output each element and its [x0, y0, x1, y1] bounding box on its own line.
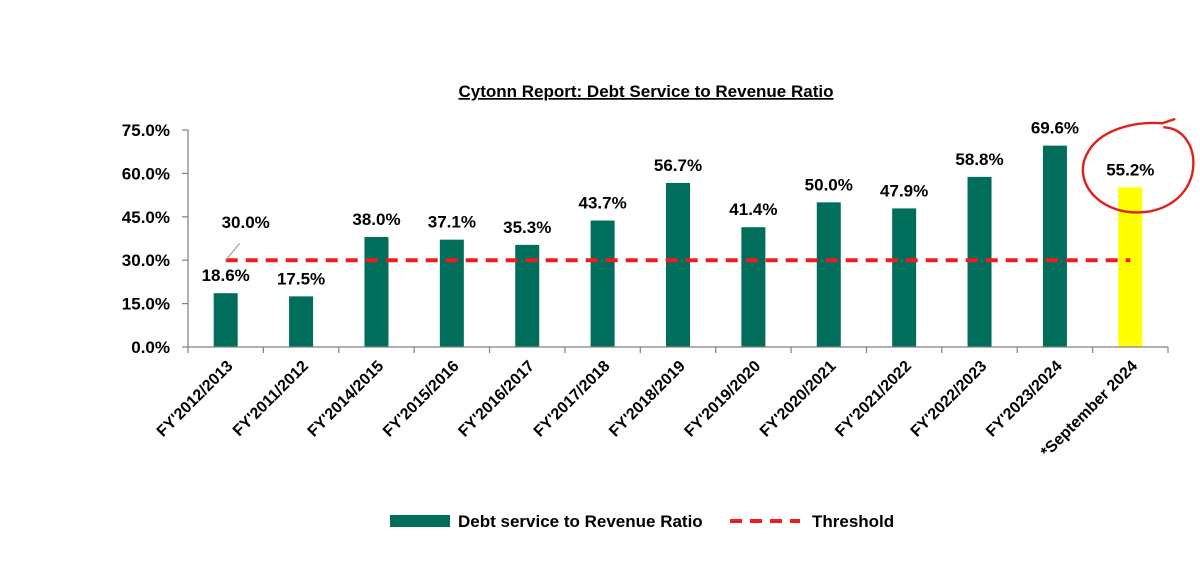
x-tick-label: FY'2023/2024	[983, 358, 1066, 441]
bar	[892, 208, 917, 347]
highlight-annotation	[1081, 118, 1195, 214]
threshold-line-group: 30.0%	[222, 213, 1131, 263]
x-tick-label: FY'2012/2013	[154, 358, 237, 441]
x-tick-label: FY'2011/2012	[230, 358, 312, 440]
bar	[741, 227, 766, 347]
legend-label-threshold: Threshold	[812, 512, 894, 531]
y-tick-label: 30.0%	[122, 251, 170, 270]
y-axis: 0.0% 15.0% 30.0% 45.0% 60.0% 75.0%	[122, 121, 189, 357]
bar	[590, 220, 615, 347]
bar-data-label: 17.5%	[277, 269, 325, 288]
legend: Debt service to Revenue Ratio Threshold	[390, 512, 894, 531]
x-tick-label: FY'2018/2019	[606, 358, 689, 441]
bar	[439, 239, 464, 347]
y-tick-label: 60.0%	[122, 164, 170, 183]
annotation-circle	[1081, 118, 1195, 214]
chart-title: Cytonn Report: Debt Service to Revenue R…	[458, 82, 833, 101]
data-labels: 18.6% 17.5% 38.0% 37.1% 35.3% 43.7% 56.7% 41.4%…	[202, 119, 1155, 289]
bar-data-label: 55.2%	[1106, 160, 1154, 179]
bar-data-label: 56.7%	[654, 156, 702, 175]
y-tick-label: 45.0%	[122, 208, 170, 227]
bar-data-label: 38.0%	[352, 210, 400, 229]
x-tick-label: FY'2022/2023	[908, 358, 991, 441]
bar-data-label: 35.3%	[503, 218, 551, 237]
x-tick-label: FY'2017/2018	[531, 358, 614, 441]
bars	[213, 145, 1143, 347]
y-tick-label: 15.0%	[122, 295, 170, 314]
x-tick-label: FY'2021/2022	[832, 358, 915, 441]
x-tick-label: FY'2016/2017	[455, 358, 538, 441]
bar	[364, 237, 389, 347]
bar-data-label: 47.9%	[880, 181, 928, 200]
x-axis: FY'2012/2013FY'2011/2012FY'2014/2015FY'2…	[154, 346, 1169, 461]
bar	[1118, 187, 1143, 347]
bar	[1042, 145, 1067, 347]
bar	[666, 182, 690, 347]
legend-label-bars: Debt service to Revenue Ratio	[458, 512, 703, 531]
y-tick-label: 75.0%	[122, 121, 170, 140]
x-tick-label: FY'2015/2016	[380, 358, 463, 441]
bar-data-label: 43.7%	[579, 194, 627, 213]
bar-data-label: 37.1%	[428, 213, 476, 232]
bar-data-label: 41.4%	[729, 200, 777, 219]
bar-data-label: 50.0%	[805, 175, 853, 194]
y-tick-label: 0.0%	[131, 338, 170, 357]
x-tick-label: FY'2019/2020	[682, 358, 765, 441]
bar	[289, 296, 314, 347]
bar-data-label: 58.8%	[955, 150, 1003, 169]
threshold-data-label: 30.0%	[222, 213, 270, 232]
bar-data-label: 69.6%	[1031, 119, 1079, 138]
legend-swatch-bars	[390, 515, 450, 527]
bar	[816, 202, 841, 347]
x-tick-label: FY'2014/2015	[305, 358, 388, 441]
bar	[213, 293, 238, 347]
bar-data-label: 18.6%	[202, 266, 250, 285]
x-tick-label: FY'2020/2021	[757, 358, 840, 441]
threshold-leader-line	[225, 242, 241, 261]
